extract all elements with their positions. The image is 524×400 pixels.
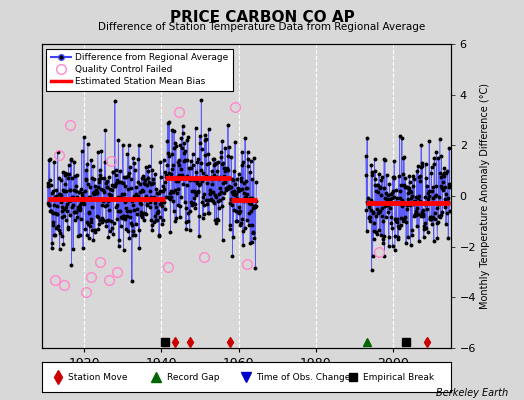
- Text: Station Move: Station Move: [69, 372, 128, 382]
- Y-axis label: Monthly Temperature Anomaly Difference (°C): Monthly Temperature Anomaly Difference (…: [481, 83, 490, 309]
- Text: Difference of Station Temperature Data from Regional Average: Difference of Station Temperature Data f…: [99, 22, 425, 32]
- Text: Empirical Break: Empirical Break: [363, 372, 434, 382]
- Legend: Difference from Regional Average, Quality Control Failed, Estimated Station Mean: Difference from Regional Average, Qualit…: [47, 48, 233, 91]
- Text: Berkeley Earth: Berkeley Earth: [436, 388, 508, 398]
- Text: Time of Obs. Change: Time of Obs. Change: [256, 372, 351, 382]
- Text: PRICE CARBON CO AP: PRICE CARBON CO AP: [170, 10, 354, 25]
- Text: Record Gap: Record Gap: [167, 372, 219, 382]
